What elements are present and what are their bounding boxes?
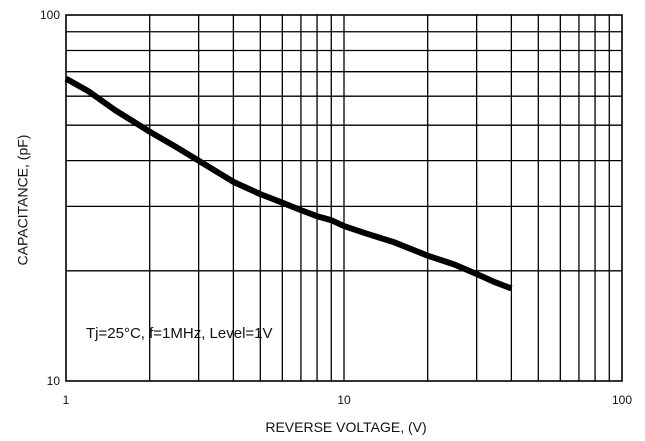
x-tick-label: 10 (337, 393, 351, 407)
x-tick-label: 100 (612, 393, 632, 407)
x-tick-labels: 1 10 100 (63, 393, 633, 407)
grid (66, 15, 622, 381)
x-tick-label: 1 (63, 393, 70, 407)
capacitance-curve (64, 76, 513, 292)
x-axis-title: REVERSE VOLTAGE, (V) (265, 419, 426, 435)
plot-frame (65, 14, 623, 382)
y-axis-title: CAPACITANCE, (pF) (15, 135, 31, 266)
conditions-annotation: Tj=25°C, f=1MHz, Level=1V (86, 325, 273, 342)
y-tick-label: 100 (40, 8, 60, 22)
y-tick-label: 10 (47, 374, 61, 388)
y-tick-labels: 10 100 (40, 8, 60, 388)
